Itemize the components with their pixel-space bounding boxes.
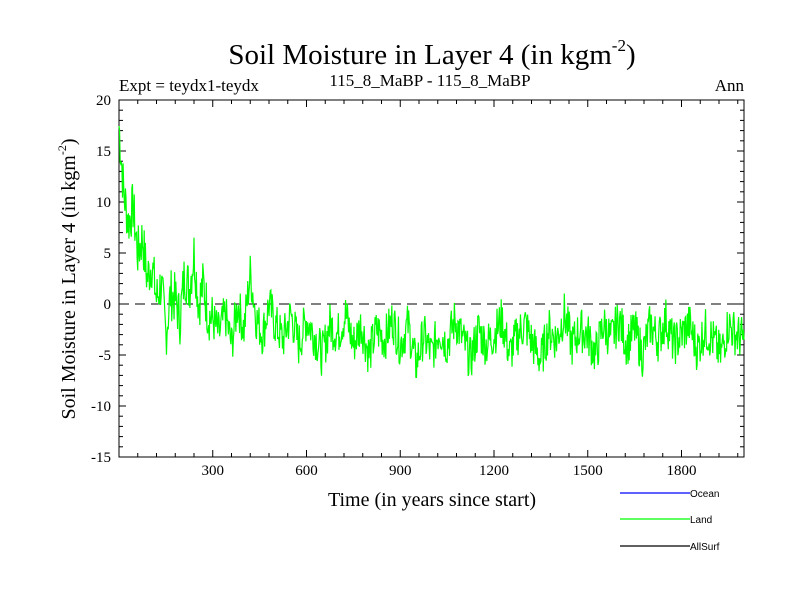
x-tick-label: 300 xyxy=(202,463,225,479)
y-tick-label: 20 xyxy=(96,93,111,109)
y-axis-label-main: Soil Moisture in Layer 4 (in kgm xyxy=(58,155,80,420)
subtitle-left: Expt = teydx1-teydx xyxy=(119,76,259,95)
y-axis-label: Soil Moisture in Layer 4 (in kgm-2) xyxy=(55,138,80,419)
legend-label-ocean: Ocean xyxy=(690,489,719,500)
y-tick-label: -15 xyxy=(91,450,111,466)
chart-title-main: Soil Moisture in Layer 4 (in kgm xyxy=(228,39,612,71)
chart-title-close: ) xyxy=(626,39,636,71)
plot-frame xyxy=(118,99,745,458)
x-tick-label: 1800 xyxy=(667,463,697,479)
x-tick-label: 1200 xyxy=(479,463,509,479)
axis-ticks: -15 -10 -5 0 5 10 15 20 300 600 900 1200 1500 1800 xyxy=(91,93,744,479)
x-tick-label: 900 xyxy=(389,463,412,479)
x-axis-label: Time (in years since start) xyxy=(328,489,536,511)
x-tick-label: 1500 xyxy=(573,463,603,479)
y-axis-label-superscript: -2 xyxy=(55,145,69,155)
plot-area: -15 -10 -5 0 5 10 15 20 300 600 900 1200 1500 1800 xyxy=(91,93,745,479)
series-group xyxy=(118,125,745,379)
chart-title: Soil Moisture in Layer 4 (in kgm-2) xyxy=(228,36,635,71)
subtitle-center: 115_8_MaBP - 115_8_MaBP xyxy=(329,71,530,90)
legend: Ocean Land AllSurf xyxy=(620,489,720,553)
y-tick-label: 10 xyxy=(96,195,111,211)
subtitle-right: Ann xyxy=(715,76,745,95)
y-tick-label: -10 xyxy=(91,399,111,415)
legend-label-land: Land xyxy=(690,515,712,526)
x-tick-label: 600 xyxy=(295,463,318,479)
chart-title-superscript: -2 xyxy=(612,36,626,55)
y-axis-label-close: ) xyxy=(58,138,80,145)
y-tick-label: -5 xyxy=(99,348,112,364)
y-tick-label: 15 xyxy=(96,144,111,160)
series-line-land xyxy=(118,125,745,379)
legend-label-allsurf: AllSurf xyxy=(690,542,720,553)
y-tick-label: 0 xyxy=(104,297,112,313)
y-tick-label: 5 xyxy=(104,246,112,262)
